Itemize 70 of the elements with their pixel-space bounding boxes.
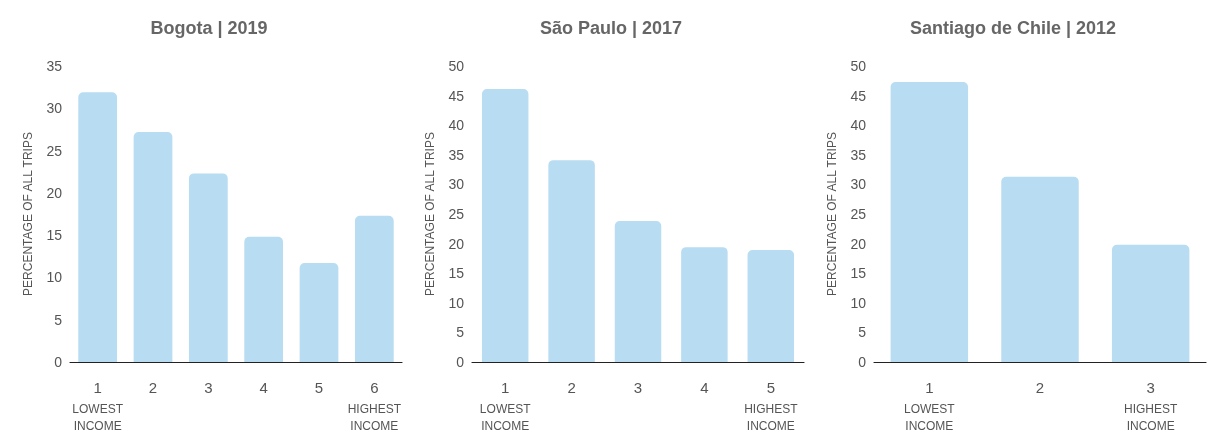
y-tick-label: 5 — [54, 311, 63, 328]
y-tick-label: 30 — [448, 176, 465, 193]
text: HIGHEST INCOME — [347, 401, 402, 433]
y-tick-label: 50 — [850, 58, 867, 74]
y-tick-label: 0 — [54, 354, 63, 370]
y-tick-label: 30 — [850, 176, 867, 193]
y-tick-label: 45 — [850, 87, 867, 104]
y-tick-label: 5 — [858, 324, 867, 341]
x-tick-label: 2 — [567, 378, 576, 396]
bar — [354, 215, 394, 362]
y-tick-label: 5 — [456, 324, 465, 341]
y-tick-label: 35 — [448, 146, 465, 163]
y-tick-label: 10 — [46, 269, 63, 286]
y-tick-label: 0 — [456, 354, 465, 370]
bar — [299, 263, 339, 362]
x-tick-label: 2 — [1035, 378, 1045, 396]
bar — [188, 173, 228, 362]
bar — [481, 89, 529, 362]
bar — [747, 250, 795, 362]
chart-title: Santiago de Chile | 2012 — [909, 18, 1117, 38]
x-tick-label: 2 — [148, 378, 158, 396]
y-tick-label: 0 — [858, 354, 867, 370]
bar — [1111, 244, 1190, 362]
chart-title: São Paulo | 2017 — [539, 18, 683, 38]
x-tick-label: 6 — [370, 378, 379, 396]
y-tick-label: 25 — [448, 206, 465, 222]
y-tick-label: 15 — [46, 227, 63, 244]
y-tick-label: 25 — [850, 206, 867, 222]
x-tick-label: 4 — [259, 378, 268, 396]
y-tick-label: 10 — [448, 294, 465, 311]
bar — [78, 92, 118, 362]
x-tick-label: 1 — [501, 378, 510, 396]
y-tick-label: 15 — [850, 265, 867, 282]
text: LOWEST INCOME — [479, 401, 532, 433]
y-tick-label: 45 — [448, 87, 465, 104]
x-tick-label: 3 — [204, 378, 213, 396]
y-tick-label: 10 — [850, 294, 867, 311]
x-tick-label: 4 — [700, 378, 709, 396]
x-tick-label: 1 — [925, 378, 934, 396]
x-tick-label: 3 — [633, 378, 643, 396]
y-tick-label: 20 — [448, 235, 465, 252]
y-tick-label: 30 — [46, 100, 63, 117]
y-tick-label: 25 — [46, 142, 63, 159]
x-tick-label: 1 — [93, 378, 102, 396]
y-tick-label: 20 — [850, 235, 867, 252]
y-tick-label: 40 — [850, 117, 867, 134]
text: LOWEST INCOME — [72, 401, 124, 433]
y-tick-label: 35 — [46, 58, 63, 74]
y-axis-title: PERCENTAGE OF ALL TRIPS — [423, 132, 437, 296]
text: HIGHEST INCOME — [1123, 401, 1178, 433]
y-axis-title: PERCENTAGE OF ALL TRIPS — [825, 132, 839, 296]
y-tick-label: 35 — [850, 146, 867, 163]
x-tick-label: 5 — [314, 378, 324, 396]
y-tick-label: 50 — [448, 58, 465, 74]
x-tick-label: 5 — [766, 378, 775, 396]
bar — [890, 81, 969, 362]
bar — [614, 221, 662, 362]
y-tick-label: 15 — [448, 265, 465, 282]
bar — [548, 160, 595, 362]
y-axis-title: PERCENTAGE OF ALL TRIPS — [21, 132, 35, 296]
bar — [681, 247, 728, 362]
bar — [1001, 176, 1079, 362]
x-tick-label: 3 — [1146, 378, 1155, 396]
text: LOWEST INCOME — [904, 401, 956, 433]
chart-title: Bogota | 2019 — [150, 18, 268, 38]
y-tick-label: 40 — [448, 117, 465, 134]
text: HIGHEST INCOME — [744, 401, 799, 433]
bar — [244, 236, 284, 362]
y-tick-label: 20 — [46, 184, 63, 201]
bar — [133, 131, 173, 362]
